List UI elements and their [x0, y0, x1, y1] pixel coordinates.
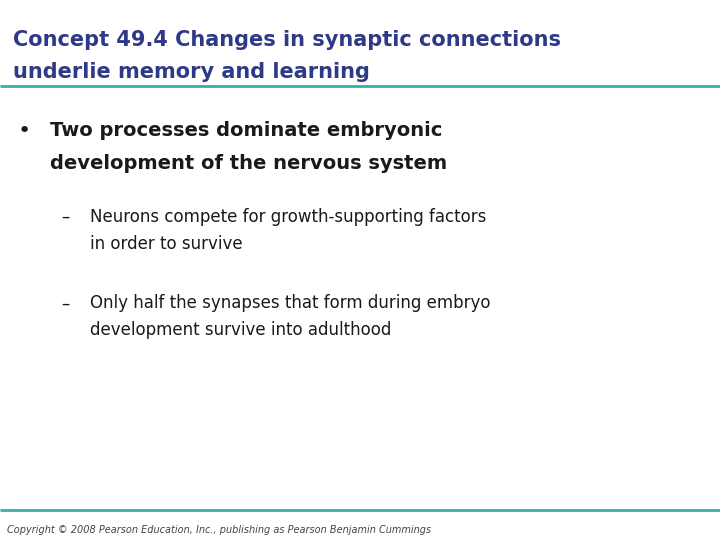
Text: Two processes dominate embryonic: Two processes dominate embryonic [50, 122, 443, 140]
Text: –: – [61, 294, 70, 312]
Text: underlie memory and learning: underlie memory and learning [13, 62, 370, 82]
Text: development survive into adulthood: development survive into adulthood [90, 321, 392, 339]
Text: in order to survive: in order to survive [90, 235, 243, 253]
Text: •: • [18, 122, 31, 141]
Text: Concept 49.4 Changes in synaptic connections: Concept 49.4 Changes in synaptic connect… [13, 30, 561, 50]
Text: Copyright © 2008 Pearson Education, Inc., publishing as Pearson Benjamin Cumming: Copyright © 2008 Pearson Education, Inc.… [7, 525, 431, 535]
Text: Only half the synapses that form during embryo: Only half the synapses that form during … [90, 294, 490, 312]
Text: –: – [61, 208, 70, 226]
Text: Neurons compete for growth-supporting factors: Neurons compete for growth-supporting fa… [90, 208, 487, 226]
Text: development of the nervous system: development of the nervous system [50, 154, 448, 173]
